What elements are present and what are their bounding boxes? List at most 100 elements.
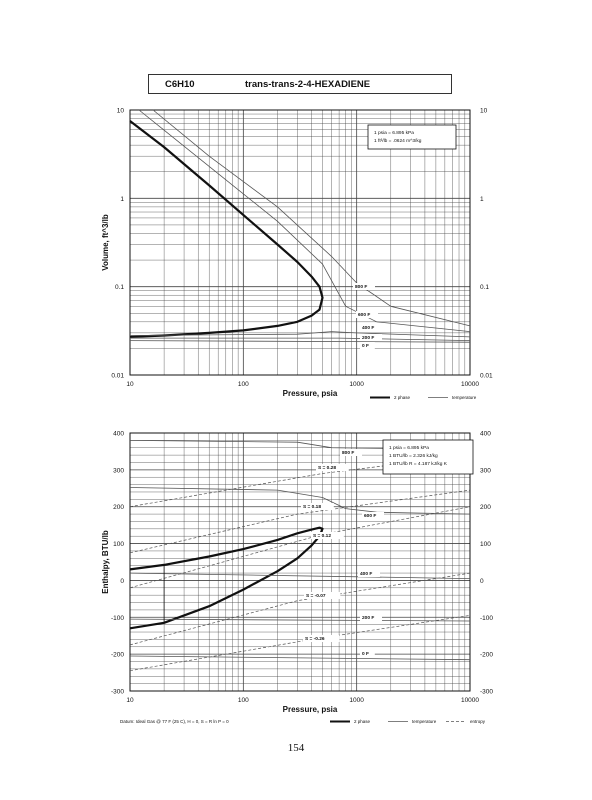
y-tick-label-right: 10 bbox=[480, 108, 488, 115]
line-label-bg bbox=[303, 635, 340, 642]
y-tick-label-left: 1 bbox=[120, 196, 124, 203]
temperature-line bbox=[129, 618, 471, 622]
y-tick-label-right: 100 bbox=[480, 541, 491, 548]
line-label: 200 F bbox=[362, 335, 374, 341]
compound-name: trans-trans-2-4-HEXADIENE bbox=[245, 79, 371, 90]
temperature-line bbox=[129, 340, 471, 343]
y-tick-label-left: 200 bbox=[113, 504, 124, 511]
units-note-line: 1 BTU/lb R = 4.187 kJ/kg K bbox=[389, 461, 448, 467]
units-note-line: 1 psia = 6.895 kPa bbox=[389, 445, 429, 451]
legend-label: temperature bbox=[452, 395, 477, 400]
y-tick-label-left: 0 bbox=[120, 578, 124, 585]
line-label: 200 F bbox=[362, 615, 374, 621]
line-label-bg bbox=[360, 334, 382, 341]
y-tick-label-right: 0 bbox=[480, 578, 484, 585]
legend-label: temperature bbox=[412, 719, 437, 724]
temperature-line bbox=[152, 109, 471, 327]
temperature-line bbox=[129, 331, 471, 338]
temperature-line bbox=[129, 487, 471, 515]
line-label-bg bbox=[360, 324, 382, 331]
line-label-bg bbox=[340, 449, 362, 456]
legend-label: 2 phase bbox=[394, 395, 411, 400]
entropy-line bbox=[129, 489, 471, 554]
units-note-line: 1 ft³/lb = .0624 m^3/kg bbox=[374, 138, 422, 144]
y-axis-label: Volume, ft^3/lb bbox=[101, 214, 110, 271]
compound-formula: C6H10 bbox=[165, 79, 195, 90]
line-label-bg bbox=[301, 503, 334, 510]
y-tick-label-left: -300 bbox=[111, 689, 124, 696]
line-label: 0 F bbox=[362, 651, 369, 657]
y-tick-label-left: 300 bbox=[113, 467, 124, 474]
line-label-bg bbox=[311, 532, 344, 539]
line-label-bg bbox=[316, 464, 349, 471]
line-label: S = -0.26 bbox=[305, 636, 325, 642]
two-phase-curve bbox=[129, 120, 324, 338]
page-number: 154 bbox=[287, 742, 305, 754]
units-note-line: 1 BTU/lb = 2.326 kJ/kg bbox=[389, 453, 438, 459]
plot-frame bbox=[129, 109, 471, 376]
line-label-bg bbox=[362, 512, 384, 519]
x-tick-label: 10 bbox=[126, 697, 134, 704]
y-tick-label-right: 0.1 bbox=[480, 284, 489, 291]
legend-label: 2 phase bbox=[354, 719, 371, 724]
y-axis-label: Enthalpy, BTU/lb bbox=[101, 530, 110, 594]
line-label: 800 F bbox=[342, 450, 354, 456]
line-label: 600 F bbox=[358, 312, 370, 318]
line-label: 800 F bbox=[355, 284, 367, 290]
x-axis-label: Pressure, psia bbox=[283, 389, 338, 398]
line-label: S = -0.07 bbox=[306, 593, 326, 599]
y-tick-label-left: -200 bbox=[111, 652, 124, 659]
y-tick-label-left: -100 bbox=[111, 615, 124, 622]
y-tick-label-right: 0.01 bbox=[480, 373, 493, 380]
line-label-bg bbox=[360, 614, 382, 621]
x-tick-label: 10000 bbox=[461, 381, 479, 388]
x-axis-label: Pressure, psia bbox=[283, 705, 338, 714]
line-label-bg bbox=[360, 342, 375, 349]
x-tick-label: 10000 bbox=[461, 697, 479, 704]
y-tick-label-right: 200 bbox=[480, 504, 491, 511]
line-label: S = 0.12 bbox=[313, 533, 331, 539]
line-label-bg bbox=[304, 592, 341, 599]
entropy-line bbox=[129, 572, 471, 646]
line-label: 0 F bbox=[362, 343, 369, 349]
chart-title-box: C6H10 trans-trans-2-4-HEXADIENE bbox=[148, 74, 452, 94]
y-tick-label-left: 10 bbox=[117, 108, 125, 115]
entropy-line bbox=[129, 454, 471, 508]
line-label: 400 F bbox=[360, 571, 372, 577]
line-label-bg bbox=[353, 283, 375, 290]
y-tick-label-left: 400 bbox=[113, 431, 124, 438]
x-tick-label: 1000 bbox=[349, 697, 364, 704]
plot-frame bbox=[129, 432, 471, 692]
x-tick-label: 1000 bbox=[349, 381, 364, 388]
x-tick-label: 10 bbox=[126, 381, 134, 388]
temperature-line bbox=[138, 109, 471, 332]
line-label: S = 0.28 bbox=[318, 465, 336, 471]
x-tick-label: 100 bbox=[238, 381, 249, 388]
line-label: 400 F bbox=[362, 325, 374, 331]
line-label-bg bbox=[358, 570, 380, 577]
line-label: 600 F bbox=[364, 513, 376, 519]
y-tick-label-right: 300 bbox=[480, 467, 491, 474]
y-tick-label-left: 100 bbox=[113, 541, 124, 548]
line-label-bg bbox=[360, 650, 375, 657]
x-tick-label: 100 bbox=[238, 697, 249, 704]
temperature-line bbox=[130, 337, 471, 341]
datum-footnote: Datum: Ideal Gas @ 77 F (25 C), H = 0, S… bbox=[120, 719, 229, 724]
y-tick-label-right: -200 bbox=[480, 652, 493, 659]
units-note-box bbox=[382, 439, 474, 475]
entropy-line bbox=[129, 615, 471, 672]
line-label: S = 0.18 bbox=[303, 504, 321, 510]
y-tick-label-right: 1 bbox=[480, 196, 484, 203]
y-tick-label-left: 0.1 bbox=[115, 284, 124, 291]
entropy-line bbox=[129, 506, 471, 589]
line-label-bg bbox=[356, 311, 378, 318]
y-tick-label-right: 400 bbox=[480, 431, 491, 438]
units-note-line: 1 psia = 6.895 kPa bbox=[374, 130, 414, 136]
y-tick-label-right: -100 bbox=[480, 615, 493, 622]
two-phase-curve bbox=[129, 526, 324, 630]
temperature-line bbox=[129, 572, 471, 579]
legend-label: entropy bbox=[470, 719, 486, 724]
y-tick-label-left: 0.01 bbox=[111, 373, 124, 380]
y-tick-label-right: -300 bbox=[480, 689, 493, 696]
